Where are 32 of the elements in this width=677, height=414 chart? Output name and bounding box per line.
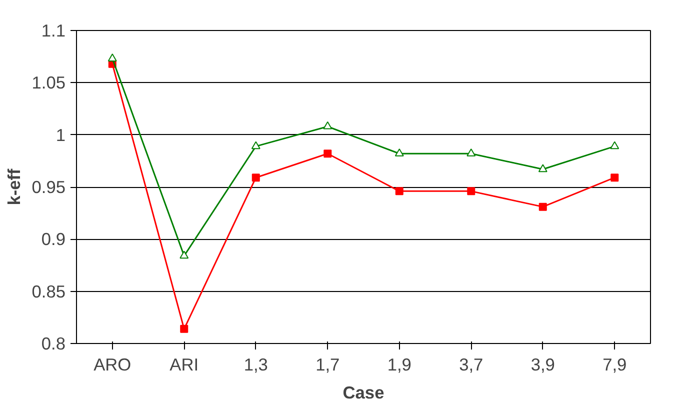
point <box>324 150 332 158</box>
point <box>538 202 547 211</box>
y-tick-label: 0.85 <box>32 281 66 302</box>
y-tick-label: 1 <box>56 124 66 145</box>
point <box>610 141 620 150</box>
x-tick-label: ARI <box>170 354 199 374</box>
point <box>323 121 332 130</box>
y-axis-title: k-eff <box>4 168 24 206</box>
x-axis-title: Case <box>342 382 385 402</box>
point <box>252 174 260 182</box>
point <box>395 187 404 196</box>
y-tick-label: 0.95 <box>32 177 66 197</box>
point <box>467 187 476 196</box>
x-tick-label: 1,7 <box>316 354 340 374</box>
point <box>394 148 404 156</box>
x-tick-label: 3,9 <box>530 354 555 374</box>
point <box>538 164 548 172</box>
point <box>180 250 189 259</box>
x-tick-label: 7,9 <box>602 354 627 374</box>
x-tick-label: ARO <box>94 354 132 374</box>
x-tick-label: 1,9 <box>387 354 412 374</box>
point <box>466 148 476 156</box>
point <box>610 174 619 182</box>
y-tick-label: 1.05 <box>32 72 66 93</box>
y-tick-label: 1.1 <box>41 20 66 40</box>
x-tick-label: 1,3 <box>244 354 268 374</box>
y-tick-label: 0.9 <box>41 229 66 250</box>
point <box>108 54 117 62</box>
point <box>251 141 260 150</box>
point <box>180 324 188 333</box>
y-tick-label: 0.8 <box>41 334 66 354</box>
x-tick-label: 3,7 <box>459 354 484 374</box>
